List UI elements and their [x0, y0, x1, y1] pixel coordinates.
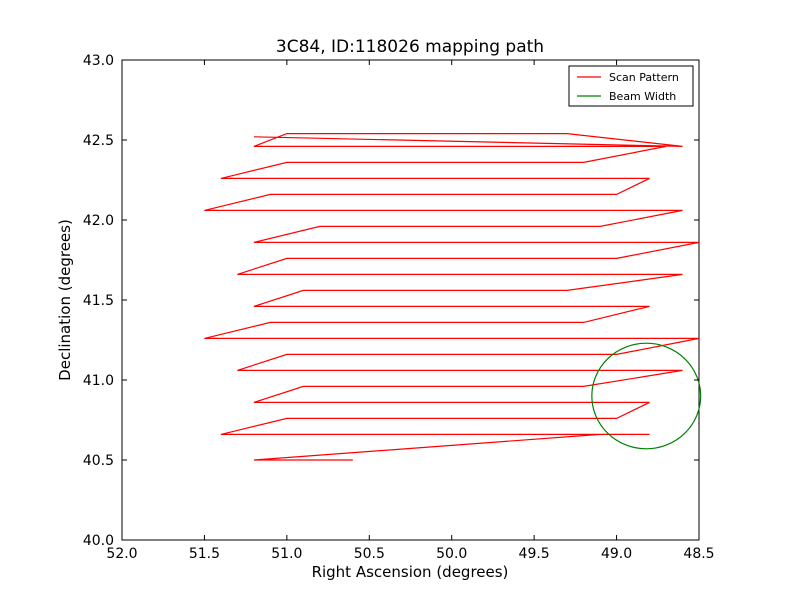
x-tick-label: 50.0: [436, 546, 467, 562]
x-tick-label: 49.5: [519, 546, 550, 562]
series-line-scan-pattern: [204, 133, 700, 461]
y-tick-label: 43.0: [83, 53, 114, 69]
plot-area: [121, 59, 700, 541]
y-axis: 40.0 40.5 41.0 41.5 42.0 42.5 43.0: [83, 53, 699, 549]
x-tick-label: 52.0: [106, 546, 137, 562]
x-tick-label: 49.0: [601, 546, 632, 562]
chart-title: 3C84, ID:118026 mapping path: [276, 37, 544, 57]
legend: Scan Pattern Beam Width: [568, 65, 694, 107]
x-tick-label: 51.5: [189, 546, 220, 562]
x-tick-label: 51.0: [271, 546, 302, 562]
y-tick-label: 42.0: [83, 213, 114, 229]
y-tick-label: 41.5: [83, 293, 114, 309]
x-axis-title: Right Ascension (degrees): [312, 563, 509, 581]
legend-label-scan-pattern: Scan Pattern: [609, 71, 679, 84]
legend-box: [568, 65, 694, 107]
x-axis: 52.0 51.5 51.0 50.5 50.0 49.5 49.0 48.5: [106, 60, 715, 562]
series-circle-beam-width: [591, 342, 702, 450]
y-tick-label: 42.5: [83, 133, 114, 149]
legend-label-beam-width: Beam Width: [609, 90, 676, 103]
plot-content: [204, 133, 702, 461]
y-axis-title: Declination (degrees): [56, 219, 74, 381]
y-tick-label: 41.0: [83, 373, 114, 389]
y-tick-label: 40.0: [83, 533, 114, 549]
y-tick-label: 40.5: [83, 453, 114, 469]
x-tick-label: 50.5: [354, 546, 385, 562]
x-tick-label: 48.5: [683, 546, 714, 562]
